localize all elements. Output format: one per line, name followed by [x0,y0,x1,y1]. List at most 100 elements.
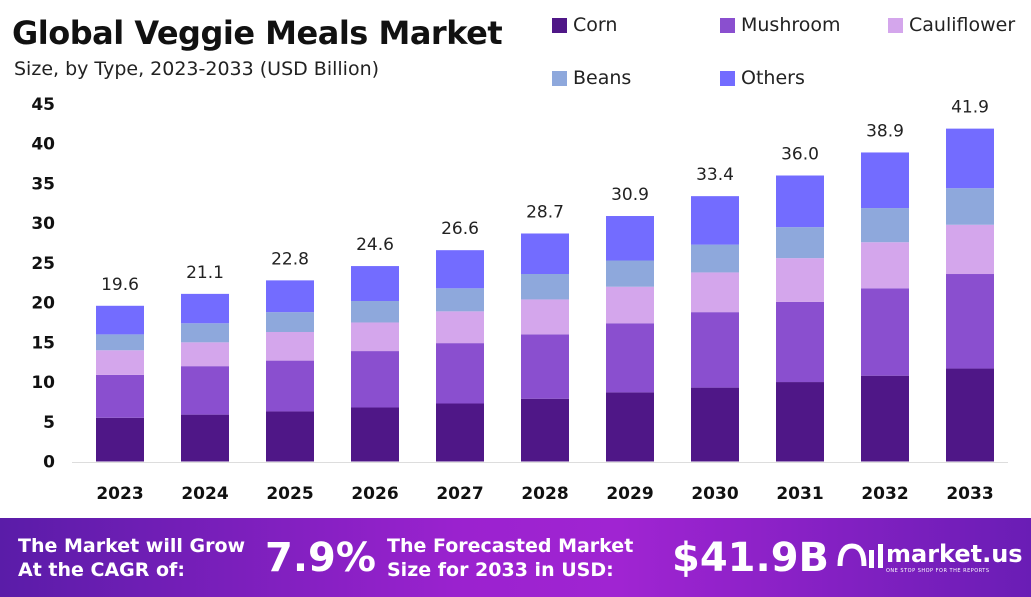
legend-label: Mushroom [741,14,841,36]
legend-item-cauliflower: Cauliflower [888,14,1015,36]
total-label: 33.4 [696,165,734,185]
cagr-value: 7.9% [265,535,376,581]
bar-segment-others [946,128,994,189]
y-tick-label: 40 [31,135,55,155]
bar-segment-cauliflower [521,299,569,335]
x-tick-label: 2026 [351,484,398,504]
legend-label: Corn [573,14,618,36]
cagr-label-line: The Market will Grow [18,535,246,557]
bar-segment-others [691,196,739,245]
y-tick-label: 20 [31,294,55,314]
bar-segment-others [96,305,144,335]
bar-segment-mushroom [266,360,314,412]
legend-item-mushroom: Mushroom [720,14,841,36]
total-label: 36.0 [781,145,819,165]
bar-segment-cauliflower [181,342,229,367]
logo-tagline: ONE STOP SHOP FOR THE REPORTS [886,568,990,574]
bar-segment-beans [606,260,654,287]
bar-segment-cauliflower [776,258,824,302]
y-tick-label: 0 [43,453,55,473]
y-tick-label: 45 [31,95,55,115]
total-label: 24.6 [356,235,394,255]
bar-segment-beans [266,312,314,333]
y-tick-label: 15 [31,333,55,353]
x-tick-label: 2029 [606,484,653,504]
x-tick-label: 2023 [96,484,143,504]
cagr-label: The Market will Grow At the CAGR of: [18,534,245,582]
x-tick-label: 2032 [861,484,908,504]
cagr-label-line: At the CAGR of: [18,559,185,581]
bar-segment-others [351,266,399,302]
x-tick-label: 2031 [776,484,823,504]
y-tick-label: 25 [31,254,55,274]
bar-segment-corn [691,387,739,462]
bar-segment-cauliflower [96,350,144,375]
bar-segment-beans [776,227,824,259]
y-tick-label: 30 [31,214,55,234]
bar-segment-corn [946,368,994,462]
bar-segment-corn [181,414,229,462]
bar-segment-beans [436,288,484,312]
legend-swatch [552,17,567,33]
market-us-logo: market.us ONE STOP SHOP FOR THE REPORTS [836,540,1023,574]
total-label: 38.9 [866,121,904,141]
bar-segment-corn [96,417,144,462]
forecast-value: $41.9B [672,535,830,581]
y-tick-label: 35 [31,174,55,194]
bar-segment-mushroom [946,274,994,369]
total-label: 26.6 [441,219,479,239]
x-tick-label: 2028 [521,484,568,504]
legend-label: Others [741,67,805,89]
forecast-label: The Forecasted Market Size for 2033 in U… [387,534,633,582]
bar-segment-mushroom [96,374,144,418]
total-label: 30.9 [611,185,649,205]
bar-segment-cauliflower [436,311,484,344]
logo-name: market.us [886,540,1023,568]
bar-segment-cauliflower [351,322,399,352]
bar-segment-mushroom [691,312,739,388]
bar-segment-others [521,233,569,275]
bar-segment-cauliflower [691,272,739,313]
legend-label: Beans [573,67,632,89]
bar-segment-mushroom [181,366,229,415]
bar-segment-corn [606,392,654,462]
bar-segment-mushroom [521,334,569,399]
bar-segment-beans [351,301,399,323]
legend-swatch [720,17,735,33]
bar-segment-corn [776,382,824,462]
bar-segment-others [606,216,654,261]
bar-segment-others [436,250,484,289]
legend-swatch [888,17,903,33]
bar-segment-beans [861,208,909,243]
stacked-bar-chart: 05101520253035404519.6202321.1202422.820… [31,95,1008,504]
legend-swatch [720,70,735,86]
bar-segment-mushroom [776,301,824,383]
bar-segment-mushroom [606,323,654,393]
bar-segment-corn [861,375,909,462]
bar-segment-cauliflower [861,242,909,289]
chart-title: Global Veggie Meals Market [12,14,503,52]
legend-item-beans: Beans [552,67,631,89]
bar-segment-others [266,280,314,313]
bar-segment-others [181,293,229,324]
bar-segment-mushroom [436,343,484,404]
legend-item-others: Others [720,67,805,89]
bar-segment-mushroom [861,288,909,376]
x-tick-label: 2025 [266,484,313,504]
chart-subtitle: Size, by Type, 2023-2033 (USD Billion) [14,58,380,80]
x-tick-label: 2033 [946,484,993,504]
bar-segment-corn [351,407,399,462]
total-label: 21.1 [186,263,224,283]
y-tick-label: 10 [31,373,55,393]
forecast-label-line: Size for 2033 in USD: [387,559,614,581]
bar-segment-beans [946,188,994,225]
y-tick-label: 5 [43,413,55,433]
bar-segment-corn [521,398,569,462]
forecast-label-line: The Forecasted Market [387,535,634,557]
bar-segment-cauliflower [606,286,654,324]
footer-banner: The Market will Grow At the CAGR of: 7.9… [0,518,1031,597]
bar-segment-mushroom [351,351,399,408]
bar-segment-beans [181,323,229,343]
bar-segment-corn [436,403,484,462]
bar-segment-beans [691,244,739,273]
